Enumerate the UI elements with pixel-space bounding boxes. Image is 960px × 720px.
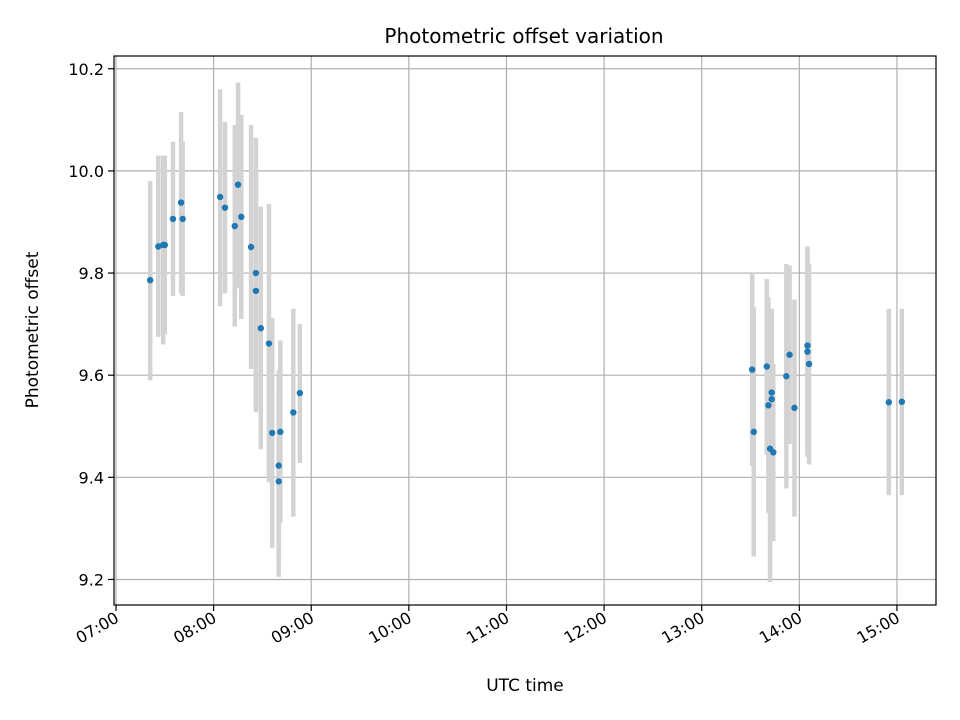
grid-layer [114, 56, 936, 605]
data-point [257, 325, 265, 332]
data-point [275, 478, 282, 485]
data-point [898, 398, 906, 405]
data-point [155, 243, 162, 250]
data-point [179, 215, 186, 223]
data-point [177, 199, 185, 206]
data-point [290, 409, 297, 416]
plot-frame [113, 55, 937, 606]
data-point [265, 340, 273, 347]
data-point [783, 373, 790, 380]
data-point [247, 243, 255, 251]
chart-title: Photometric offset variation [384, 24, 663, 48]
data-point [234, 181, 242, 188]
y-tick-label: 9.8 [79, 264, 104, 283]
data-point [791, 404, 798, 412]
data-point [805, 360, 813, 368]
x-axis-label: UTC time [486, 676, 564, 696]
data-point [770, 449, 777, 456]
y-tick-label: 9.4 [79, 468, 104, 487]
data-point [268, 429, 276, 437]
data-point [786, 351, 793, 358]
data-point [221, 204, 229, 211]
data-point [161, 241, 169, 249]
data-point [296, 389, 304, 397]
point-layer [146, 181, 906, 485]
y-tick-label: 10.2 [68, 60, 104, 79]
data-point [768, 389, 775, 396]
y-tick-label: 10.0 [68, 162, 104, 181]
y-tick-label: 9.6 [79, 366, 104, 385]
data-point [885, 399, 893, 406]
data-point [252, 287, 260, 295]
data-point [231, 222, 238, 230]
data-point [169, 215, 177, 223]
data-point [763, 363, 770, 370]
data-point [216, 193, 224, 201]
data-point [750, 428, 757, 436]
data-point [238, 213, 245, 221]
data-point [765, 402, 772, 409]
data-point [277, 428, 284, 436]
data-point [146, 276, 154, 284]
y-axis-label: Photometric offset [23, 251, 43, 408]
data-point [275, 462, 282, 469]
data-point [804, 342, 811, 349]
data-point [252, 269, 260, 277]
data-point [748, 366, 756, 373]
data-point [768, 395, 775, 403]
y-tick-label: 9.2 [79, 570, 104, 589]
y-axis: 9.2 9.4 9.6 9.8 10.0 10.2 [68, 60, 114, 589]
data-point [804, 348, 811, 355]
